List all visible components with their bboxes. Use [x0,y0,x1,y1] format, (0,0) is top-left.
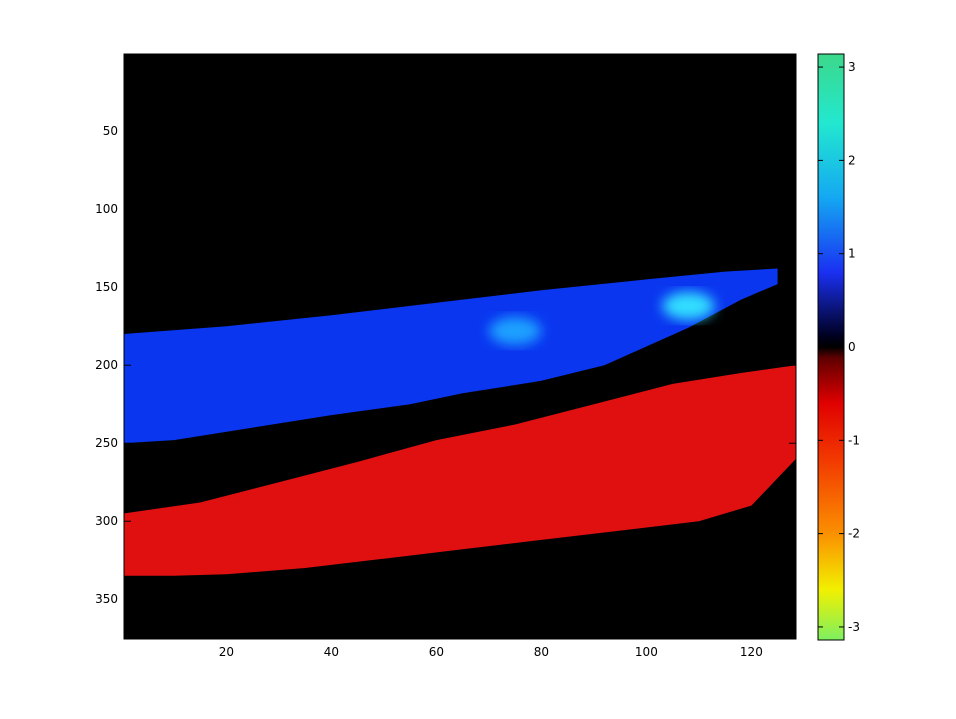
colorbar-tick-label: -3 [848,620,860,634]
y-tick-label: 250 [95,436,118,450]
colorbar-tick-label: -2 [848,527,860,541]
heatmap-axes: 20 40 60 80 100 120 50 100 150 200 250 300 350 [95,54,796,659]
colorbar: 3 2 1 0 -1 -2 -3 [818,54,860,640]
x-tick-label: 80 [534,645,549,659]
x-tick-label: 60 [429,645,444,659]
x-tick-label: 120 [740,645,763,659]
y-tick-label: 100 [95,202,118,216]
y-tick-label: 200 [95,358,118,372]
y-tick-label: 300 [95,514,118,528]
colorbar-tick-label: 3 [848,60,856,74]
colorbar-tick-label: 2 [848,153,856,167]
heatmap-highlight-2 [662,292,714,320]
y-tick-label: 350 [95,592,118,606]
x-tick-label: 20 [219,645,234,659]
y-tick-label: 50 [103,124,118,138]
y-tick-label: 150 [95,280,118,294]
colorbar-tick-label: 0 [848,340,856,354]
x-tick-label: 100 [635,645,658,659]
heatmap-highlight-1 [489,317,541,345]
x-tick-label: 40 [324,645,339,659]
colorbar-tick-label: -1 [848,433,860,447]
colorbar-tick-label: 1 [848,247,856,261]
